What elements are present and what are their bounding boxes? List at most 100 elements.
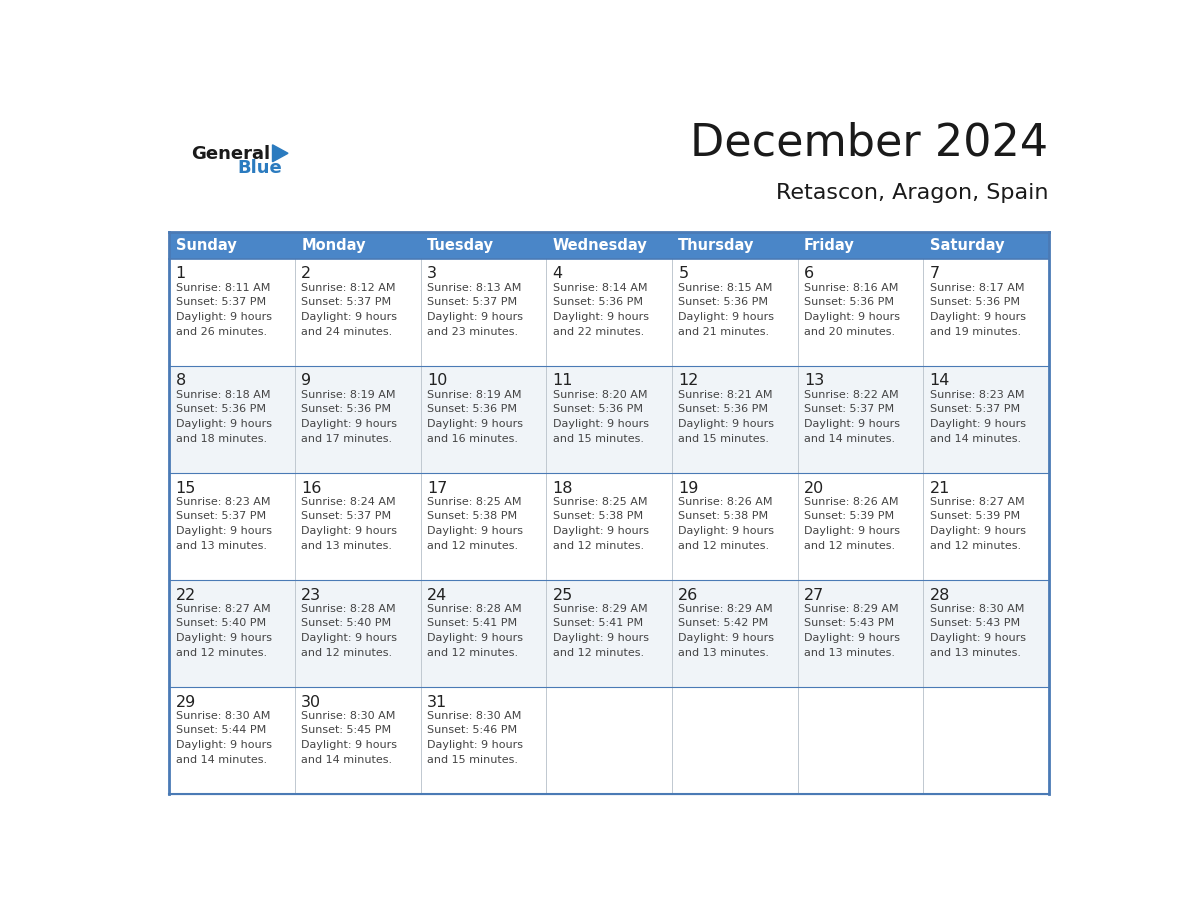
Text: Sunset: 5:37 PM: Sunset: 5:37 PM (929, 404, 1019, 414)
Text: and 16 minutes.: and 16 minutes. (426, 433, 518, 443)
Text: Sunset: 5:37 PM: Sunset: 5:37 PM (176, 297, 266, 308)
Bar (672, 259, 797, 365)
Text: Sunrise: 8:30 AM: Sunrise: 8:30 AM (426, 711, 522, 721)
Text: Sunset: 5:45 PM: Sunset: 5:45 PM (302, 725, 391, 735)
Bar (797, 259, 923, 365)
Text: 22: 22 (176, 588, 196, 602)
Text: and 18 minutes.: and 18 minutes. (176, 433, 267, 443)
Text: 4: 4 (552, 266, 563, 282)
Text: 24: 24 (426, 588, 447, 602)
Text: Sunset: 5:38 PM: Sunset: 5:38 PM (552, 511, 643, 521)
Bar (295, 259, 421, 365)
Text: Sunset: 5:36 PM: Sunset: 5:36 PM (302, 404, 391, 414)
Bar (797, 365, 923, 473)
Text: Daylight: 9 hours: Daylight: 9 hours (552, 633, 649, 643)
Bar (170, 473, 295, 580)
Text: Tuesday: Tuesday (426, 238, 494, 252)
Bar (797, 580, 923, 687)
Text: Sunrise: 8:17 AM: Sunrise: 8:17 AM (929, 283, 1024, 293)
Text: Daylight: 9 hours: Daylight: 9 hours (426, 633, 523, 643)
Text: Daylight: 9 hours: Daylight: 9 hours (929, 312, 1025, 322)
Bar (421, 580, 546, 687)
Bar (295, 473, 421, 580)
Polygon shape (272, 145, 287, 162)
Text: Sunrise: 8:22 AM: Sunrise: 8:22 AM (804, 389, 898, 399)
Bar (923, 473, 1049, 580)
Bar (421, 259, 546, 365)
Text: Daylight: 9 hours: Daylight: 9 hours (176, 419, 272, 429)
Text: December 2024: December 2024 (690, 122, 1048, 164)
Text: Sunday: Sunday (176, 238, 236, 252)
Text: 29: 29 (176, 695, 196, 710)
Text: Daylight: 9 hours: Daylight: 9 hours (302, 526, 397, 536)
Text: Sunset: 5:36 PM: Sunset: 5:36 PM (176, 404, 266, 414)
Text: Sunset: 5:41 PM: Sunset: 5:41 PM (426, 619, 517, 628)
Text: 13: 13 (804, 374, 824, 388)
Text: Sunset: 5:38 PM: Sunset: 5:38 PM (678, 511, 769, 521)
Text: and 13 minutes.: and 13 minutes. (302, 541, 392, 551)
Bar (295, 580, 421, 687)
Text: Daylight: 9 hours: Daylight: 9 hours (929, 526, 1025, 536)
Text: Sunrise: 8:28 AM: Sunrise: 8:28 AM (302, 604, 396, 614)
Text: Sunset: 5:40 PM: Sunset: 5:40 PM (176, 619, 266, 628)
Text: Daylight: 9 hours: Daylight: 9 hours (552, 419, 649, 429)
Text: Sunrise: 8:29 AM: Sunrise: 8:29 AM (804, 604, 898, 614)
Bar (421, 232, 546, 259)
Text: and 14 minutes.: and 14 minutes. (176, 755, 267, 765)
Text: Sunset: 5:37 PM: Sunset: 5:37 PM (302, 297, 391, 308)
Bar (923, 232, 1049, 259)
Text: Sunrise: 8:25 AM: Sunrise: 8:25 AM (426, 497, 522, 507)
Text: Sunrise: 8:23 AM: Sunrise: 8:23 AM (929, 389, 1024, 399)
Text: and 12 minutes.: and 12 minutes. (552, 541, 644, 551)
Text: Daylight: 9 hours: Daylight: 9 hours (804, 633, 901, 643)
Text: Sunset: 5:37 PM: Sunset: 5:37 PM (176, 511, 266, 521)
Text: Daylight: 9 hours: Daylight: 9 hours (302, 633, 397, 643)
Text: Daylight: 9 hours: Daylight: 9 hours (929, 633, 1025, 643)
Text: 27: 27 (804, 588, 824, 602)
Text: 20: 20 (804, 480, 824, 496)
Text: Sunrise: 8:24 AM: Sunrise: 8:24 AM (302, 497, 396, 507)
Text: and 13 minutes.: and 13 minutes. (929, 647, 1020, 657)
Text: Daylight: 9 hours: Daylight: 9 hours (929, 419, 1025, 429)
Text: Sunset: 5:36 PM: Sunset: 5:36 PM (929, 297, 1019, 308)
Text: Daylight: 9 hours: Daylight: 9 hours (804, 312, 901, 322)
Text: 5: 5 (678, 266, 688, 282)
Bar (672, 365, 797, 473)
Text: 14: 14 (929, 374, 950, 388)
Text: Daylight: 9 hours: Daylight: 9 hours (176, 740, 272, 750)
Text: 8: 8 (176, 374, 185, 388)
Text: Daylight: 9 hours: Daylight: 9 hours (426, 526, 523, 536)
Bar (170, 365, 295, 473)
Text: Sunrise: 8:23 AM: Sunrise: 8:23 AM (176, 497, 270, 507)
Text: and 12 minutes.: and 12 minutes. (302, 647, 392, 657)
Text: Sunrise: 8:28 AM: Sunrise: 8:28 AM (426, 604, 522, 614)
Text: 12: 12 (678, 374, 699, 388)
Text: Sunset: 5:37 PM: Sunset: 5:37 PM (426, 297, 517, 308)
Text: Daylight: 9 hours: Daylight: 9 hours (804, 419, 901, 429)
Text: Sunset: 5:38 PM: Sunset: 5:38 PM (426, 511, 517, 521)
Text: Daylight: 9 hours: Daylight: 9 hours (678, 312, 775, 322)
Text: Sunset: 5:42 PM: Sunset: 5:42 PM (678, 619, 769, 628)
Text: 28: 28 (929, 588, 950, 602)
Text: Daylight: 9 hours: Daylight: 9 hours (426, 312, 523, 322)
Text: Sunrise: 8:27 AM: Sunrise: 8:27 AM (929, 497, 1024, 507)
Text: Sunset: 5:36 PM: Sunset: 5:36 PM (552, 404, 643, 414)
Text: Sunrise: 8:18 AM: Sunrise: 8:18 AM (176, 389, 270, 399)
Bar (923, 580, 1049, 687)
Text: 17: 17 (426, 480, 448, 496)
Text: and 26 minutes.: and 26 minutes. (176, 327, 267, 337)
Text: Sunset: 5:44 PM: Sunset: 5:44 PM (176, 725, 266, 735)
Text: Sunrise: 8:19 AM: Sunrise: 8:19 AM (426, 389, 522, 399)
Bar (295, 232, 421, 259)
Bar (170, 580, 295, 687)
Text: 31: 31 (426, 695, 447, 710)
Text: and 14 minutes.: and 14 minutes. (929, 433, 1020, 443)
Text: and 13 minutes.: and 13 minutes. (804, 647, 895, 657)
Text: and 12 minutes.: and 12 minutes. (804, 541, 895, 551)
Text: 9: 9 (302, 374, 311, 388)
Text: Daylight: 9 hours: Daylight: 9 hours (426, 419, 523, 429)
Text: Sunrise: 8:21 AM: Sunrise: 8:21 AM (678, 389, 772, 399)
Text: Sunrise: 8:13 AM: Sunrise: 8:13 AM (426, 283, 522, 293)
Text: Monday: Monday (302, 238, 366, 252)
Text: and 14 minutes.: and 14 minutes. (804, 433, 895, 443)
